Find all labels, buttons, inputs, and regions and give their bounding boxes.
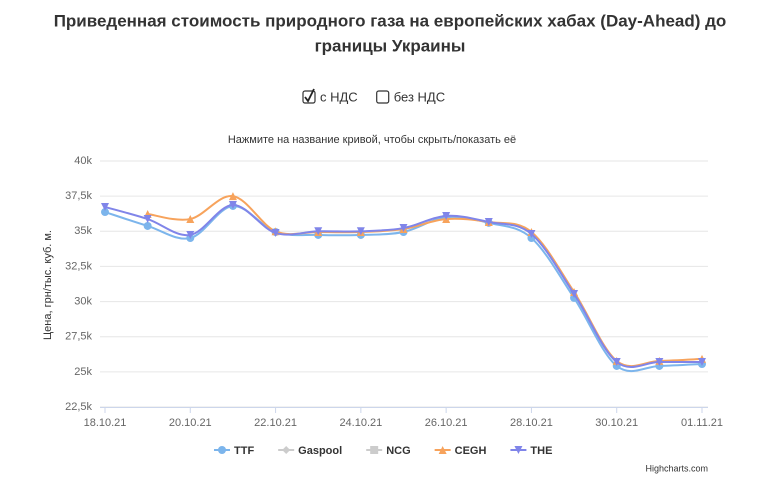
x-tick-label: 28.10.21 xyxy=(510,417,553,429)
x-tick-label: 18.10.21 xyxy=(84,417,127,429)
x-tick-label: 30.10.21 xyxy=(595,417,638,429)
y-axis-label: Цена, грн/тыс. куб. м. xyxy=(42,230,54,340)
point xyxy=(370,446,379,454)
title-line: границы Украины xyxy=(315,36,466,55)
point xyxy=(186,215,195,224)
point xyxy=(399,224,408,233)
checkbox-label[interactable]: без НДС xyxy=(394,89,445,104)
point xyxy=(271,228,280,237)
credit: Highcharts.com xyxy=(645,463,708,473)
x-tick-label: 20.10.21 xyxy=(169,417,212,429)
x-tick-label: 01.11.21 xyxy=(681,417,723,429)
point xyxy=(314,227,323,236)
y-tick-label: 32,5k xyxy=(65,260,92,272)
point xyxy=(698,358,706,367)
series-line xyxy=(104,203,702,368)
point xyxy=(143,215,152,224)
y-tick-label: 27,5k xyxy=(65,331,92,343)
point xyxy=(218,446,226,454)
point xyxy=(282,446,291,454)
legend-label[interactable]: THE xyxy=(530,445,552,457)
subtitle: Нажмите на название кривой, чтобы скрыть… xyxy=(228,134,516,146)
legend-label[interactable]: NCG xyxy=(386,445,410,457)
checkbox-label[interactable]: с НДС xyxy=(320,89,358,104)
legend-label[interactable]: CEGH xyxy=(455,445,487,457)
y-tick-label: 40k xyxy=(74,155,92,167)
point xyxy=(143,221,152,230)
legend-label[interactable]: Gaspool xyxy=(298,445,342,457)
y-tick-label: 22,5k xyxy=(65,401,92,413)
point xyxy=(101,208,109,217)
point xyxy=(527,229,536,238)
point xyxy=(570,289,579,298)
point xyxy=(438,446,447,454)
check-mark xyxy=(304,88,315,103)
point xyxy=(655,358,664,367)
point xyxy=(228,192,237,201)
legend-label[interactable]: TTF xyxy=(234,445,254,457)
x-tick-label: 26.10.21 xyxy=(425,417,468,429)
checkbox[interactable] xyxy=(376,90,390,104)
point xyxy=(186,230,195,239)
y-tick-label: 37,5k xyxy=(65,190,92,202)
title-line: Приведенная стоимость природного газа на… xyxy=(54,11,727,30)
point xyxy=(101,202,109,211)
y-tick-label: 25k xyxy=(74,366,92,378)
point xyxy=(612,358,621,367)
x-tick-label: 22.10.21 xyxy=(254,417,297,429)
point xyxy=(484,218,493,227)
y-tick-label: 35k xyxy=(74,225,92,237)
point xyxy=(442,211,451,220)
x-tick-label: 24.10.21 xyxy=(339,417,382,429)
point xyxy=(514,446,523,454)
y-tick-label: 30k xyxy=(74,295,92,307)
point xyxy=(356,227,365,236)
point xyxy=(228,200,237,209)
